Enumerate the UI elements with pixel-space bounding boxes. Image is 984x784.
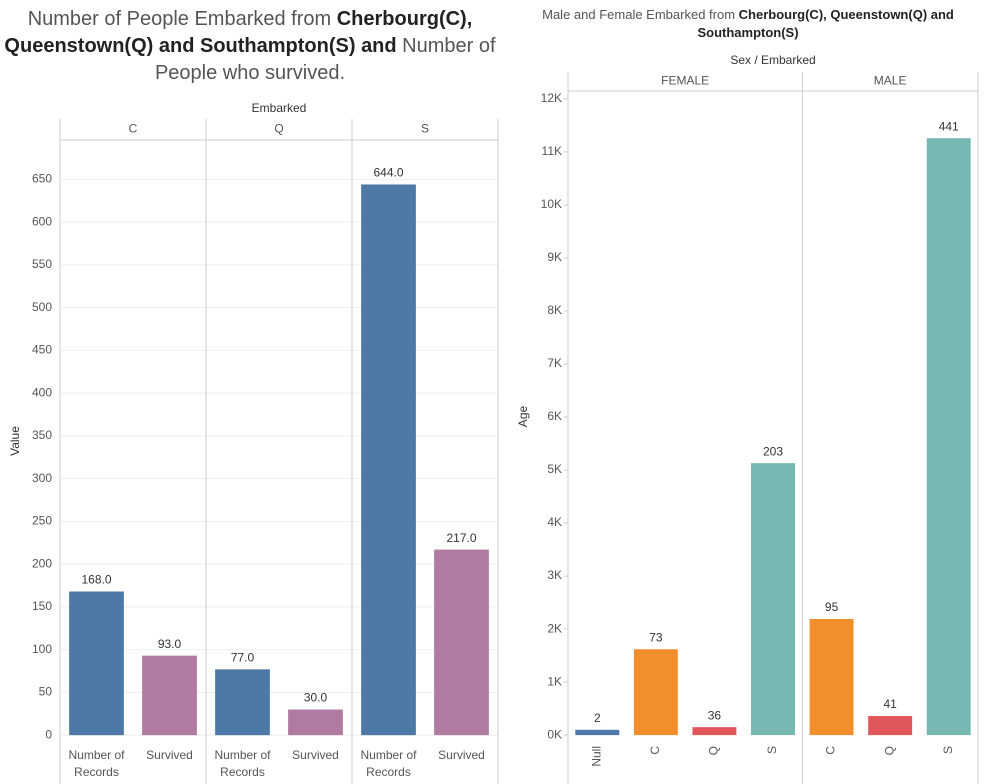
y-axis-label: Age	[516, 406, 530, 428]
y-tick-label: 6K	[547, 409, 562, 423]
bar	[633, 649, 678, 736]
data-label: 2	[594, 711, 601, 725]
y-tick-label: 12K	[541, 91, 562, 105]
data-label: 95	[825, 600, 839, 614]
data-label: 644.0	[373, 166, 403, 180]
x-tick-label: Number of Records	[68, 748, 125, 779]
y-tick-label: 7K	[547, 356, 562, 370]
y-tick-label: 600	[32, 214, 52, 228]
y-tick-label: 300	[32, 471, 52, 485]
x-tick-label: S	[941, 746, 955, 754]
data-label: 36	[708, 708, 722, 722]
facet-label: Q	[274, 122, 283, 136]
facet-label: MALE	[874, 74, 907, 88]
bar	[288, 709, 343, 736]
y-tick-label: 10K	[541, 197, 562, 211]
title-part: Cherbourg(C), Queenstown(Q) and Southamp…	[697, 7, 954, 40]
y-tick-label: 250	[32, 514, 52, 528]
y-tick-label: 2K	[547, 621, 562, 635]
bar	[142, 655, 197, 736]
x-tick-label: S	[765, 746, 779, 754]
y-tick-label: 100	[32, 642, 52, 656]
x-tick-label: C	[648, 746, 662, 755]
y-tick-label: 550	[32, 257, 52, 271]
y-tick-label: 4K	[547, 515, 562, 529]
facet-label: C	[129, 122, 138, 136]
chart-title: Male and Female Embarked from Cherbourg(…	[528, 6, 968, 42]
bar	[575, 729, 620, 736]
data-label: 41	[883, 697, 897, 711]
x-tick-label: C	[824, 746, 838, 755]
bar	[434, 549, 489, 736]
title-part: Number of People Embarked from	[27, 8, 337, 30]
title-part: Number of People who survived.	[154, 35, 496, 84]
y-tick-label: 150	[32, 599, 52, 613]
x-tick-label: Survived	[438, 748, 485, 762]
y-tick-label: 200	[32, 556, 52, 570]
y-tick-label: 500	[32, 300, 52, 314]
y-tick-label: 0	[45, 727, 52, 741]
data-label: 168.0	[81, 573, 111, 587]
column-header: Embarked	[252, 101, 307, 115]
y-tick-label: 400	[32, 385, 52, 399]
y-tick-label: 450	[32, 343, 52, 357]
bar	[361, 184, 416, 736]
data-label: 93.0	[158, 637, 182, 651]
bar	[809, 619, 854, 736]
x-tick-label: Survived	[146, 748, 193, 762]
bar	[751, 463, 795, 736]
bar	[692, 727, 737, 736]
bar	[69, 591, 124, 736]
x-tick-label: Q	[707, 746, 721, 755]
x-tick-label: Survived	[292, 748, 339, 762]
chart-title: Number of People Embarked from Cherbourg…	[0, 6, 500, 87]
data-label: 30.0	[304, 691, 328, 705]
y-tick-label: 5K	[547, 462, 562, 476]
data-label: 73	[649, 630, 663, 644]
facet-label: FEMALE	[661, 74, 709, 88]
x-tick-label: Q	[882, 746, 896, 755]
y-tick-label: 11K	[542, 144, 562, 158]
x-tick-label: Null	[589, 746, 603, 767]
y-tick-label: 0K	[547, 727, 562, 741]
data-label: 217.0	[446, 531, 476, 545]
bar	[868, 716, 913, 736]
y-axis-label: Value	[8, 426, 22, 456]
facet-label: S	[421, 122, 429, 136]
y-tick-label: 350	[32, 428, 52, 442]
data-label: 441	[939, 119, 959, 133]
data-label: 203	[763, 444, 783, 458]
y-tick-label: 9K	[547, 250, 562, 264]
y-tick-label: 3K	[547, 568, 562, 582]
title-part: Cherbourg(C), Queenstown(Q) and Southamp…	[4, 8, 473, 57]
bar	[926, 138, 971, 736]
column-header: Sex / Embarked	[730, 53, 815, 67]
title-part: Male and Female Embarked from	[542, 7, 739, 22]
y-tick-label: 8K	[547, 303, 562, 317]
data-label: 77.0	[231, 650, 255, 664]
bar	[215, 669, 270, 736]
y-tick-label: 650	[32, 172, 52, 186]
x-tick-label: Number of Records	[214, 748, 271, 779]
y-tick-label: 50	[39, 685, 53, 699]
y-tick-label: 1K	[547, 674, 562, 688]
x-tick-label: Number of Records	[360, 748, 417, 779]
